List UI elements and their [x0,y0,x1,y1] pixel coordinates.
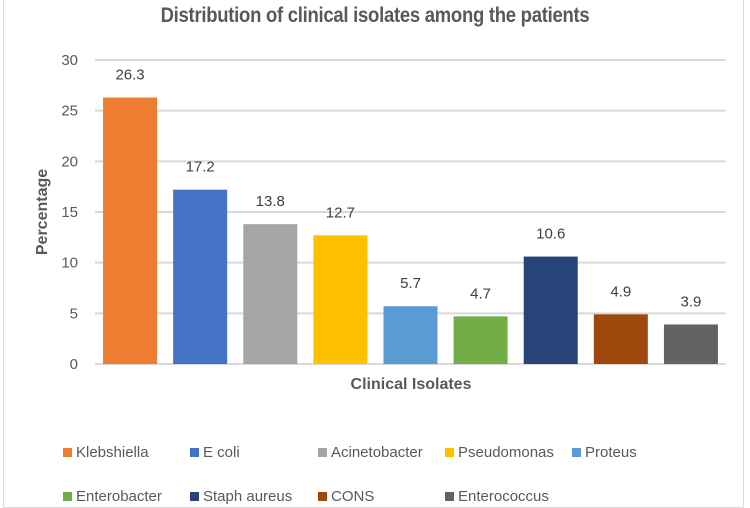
y-tick-label: 15 [61,204,78,221]
bar-acinetobacter [243,224,298,364]
legend-item: Staph aureus [190,488,292,505]
legend-item: E coli [190,444,240,461]
bar-enterobacter [453,316,508,364]
legend-label: CONS [331,488,375,505]
y-tick-label: 30 [61,52,78,69]
legend-swatch [63,447,72,457]
legend-label: Pseudomonas [458,444,554,461]
legend-label: E coli [203,444,240,461]
legend-item: Enterobacter [63,488,162,505]
legend-swatch [63,491,72,501]
legend-label: Staph aureus [203,488,293,505]
legend-item: Enterococcus [445,488,549,505]
y-axis-label: Percentage [34,169,51,255]
legend-label: Proteus [585,444,637,461]
legend-item: Pseudomonas [445,444,554,461]
bar-staph-aureus [523,256,578,364]
data-label: 3.9 [681,293,702,310]
bars [103,97,718,364]
y-tick-label: 10 [61,255,78,272]
y-tick-label: 5 [70,305,78,322]
legend-swatch [318,447,327,457]
y-tick-label: 25 [61,103,78,120]
legend-label: Klebshiella [76,444,149,461]
data-label: 4.9 [610,283,631,300]
legend-item: Klebshiella [63,444,149,461]
x-axis-label: Clinical Isolates [351,376,472,393]
y-axis-ticks: 0 5 10 15 20 25 30 [61,52,78,373]
data-label: 26.3 [115,66,144,83]
bar-enterococcus [663,324,718,364]
data-labels: 26.3 17.2 13.8 12.7 5.7 4.7 10.6 4.9 3.9 [115,66,701,310]
legend-item: Proteus [572,444,637,461]
y-tick-label: 20 [61,153,78,170]
bar-proteus [383,306,438,364]
data-label: 12.7 [326,204,355,221]
legend-label: Enterococcus [458,488,549,505]
legend-swatch [318,491,327,501]
legend-swatch [445,447,454,457]
y-tick-label: 0 [70,356,78,373]
legend-label: Enterobacter [76,488,162,505]
legend-swatch [190,447,199,457]
data-label: 17.2 [186,159,215,176]
data-label: 13.8 [256,193,285,210]
legend-label: Acinetobacter [331,444,423,461]
data-label: 10.6 [536,226,565,243]
bar-pseudomonas [313,235,368,364]
legend-swatch [572,447,581,457]
bar-klebshiella [103,97,158,364]
legend-swatch [190,491,199,501]
legend-item: CONS [318,488,374,505]
chart-title: Distribution of clinical isolates among … [160,4,590,27]
data-label: 5.7 [400,275,421,292]
data-label: 4.7 [470,285,491,302]
bar-e-coli [173,189,228,364]
legend-swatch [445,491,454,501]
bar-cons [593,314,648,364]
legend-item: Acinetobacter [318,444,423,461]
